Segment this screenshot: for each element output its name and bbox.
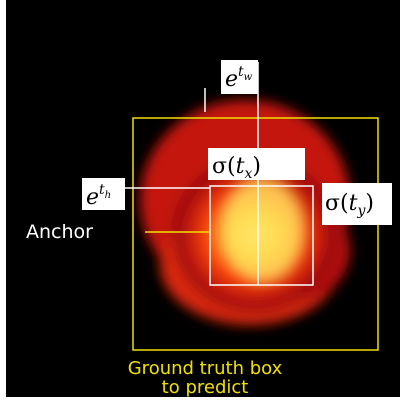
var: t [349, 191, 358, 216]
ty-label: σ(ty) [322, 183, 392, 225]
base: e [86, 185, 99, 210]
ground-truth-label: Ground truth box [128, 358, 283, 379]
diagram: etw σ(tx) eth σ(ty) Anchor Ground truth … [0, 0, 402, 405]
anchor-label: Anchor [26, 221, 93, 243]
base: e [225, 67, 238, 92]
exp-sub: w [244, 72, 253, 83]
fire-image [140, 100, 350, 325]
sub: x [244, 166, 252, 182]
svg-text:σ(tx): σ(tx) [212, 154, 261, 182]
height-label: eth [82, 178, 125, 210]
close: ) [252, 154, 261, 179]
close: ) [365, 191, 374, 216]
open: σ( [325, 191, 349, 216]
tx-label: σ(tx) [208, 148, 305, 182]
open: σ( [212, 154, 236, 179]
svg-text:σ(ty): σ(ty) [325, 191, 374, 219]
var: t [236, 154, 245, 179]
ground-truth-label: to predict [162, 377, 249, 398]
width-label: etw [221, 60, 258, 94]
exp-sub: h [105, 190, 111, 201]
